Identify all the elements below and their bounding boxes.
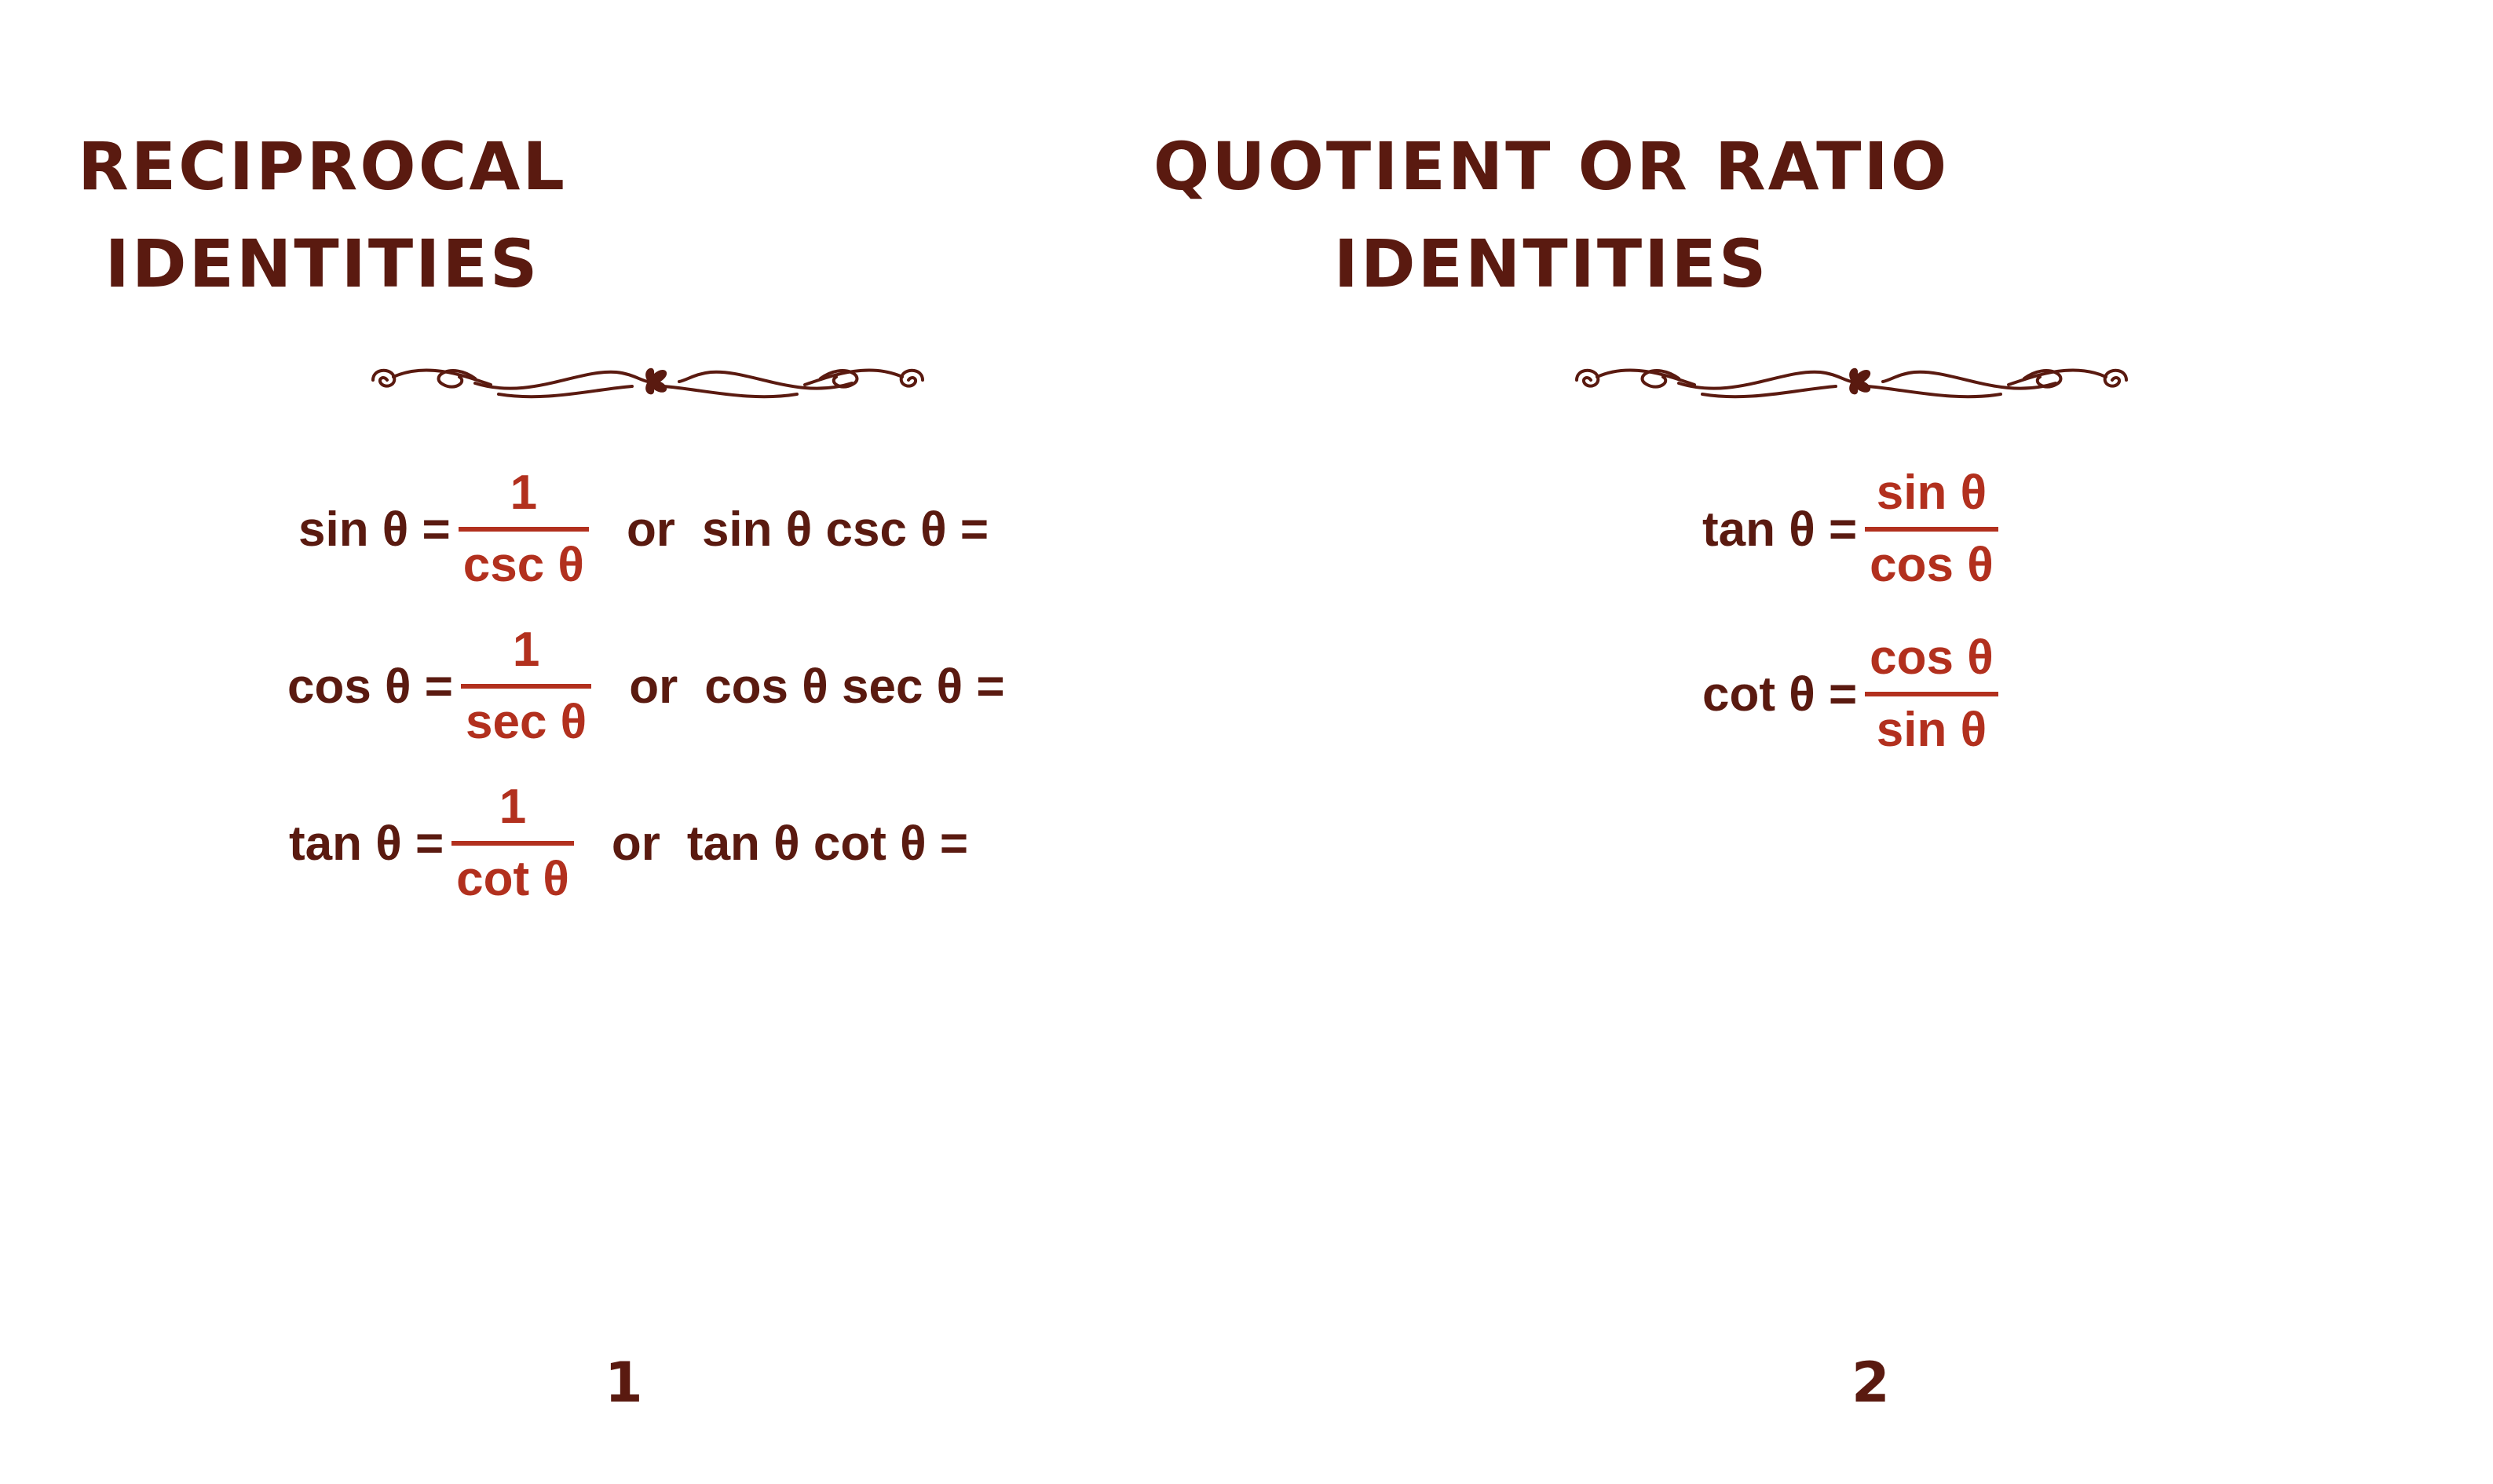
fraction-numerator: sin θ — [1876, 466, 1987, 520]
quotient-identity-row: tan θ = sin θ cos θ — [1702, 459, 2006, 599]
fraction-denominator: csc θ — [462, 538, 584, 592]
title-line-2: IDENTITIES — [104, 225, 540, 302]
fraction-numerator: 1 — [510, 466, 538, 520]
or-text: or — [611, 816, 660, 871]
fraction-bar — [1865, 692, 1998, 696]
fraction-bar — [1865, 527, 1998, 532]
identity-fraction: sin θ cos θ — [1865, 459, 1998, 599]
identity-lhs: cos θ = — [287, 659, 454, 714]
flourish-divider-icon — [1575, 367, 2128, 399]
fraction-denominator: sec θ — [466, 695, 587, 749]
flourish-divider-icon — [371, 367, 924, 399]
fraction-bar — [458, 527, 589, 532]
page-number: 2 — [1851, 1351, 1890, 1415]
fraction-denominator: sin θ — [1876, 703, 1987, 757]
fraction-numerator: 1 — [499, 780, 527, 834]
fraction-numerator: 1 — [512, 623, 540, 677]
title-line-2: IDENTITIES — [1333, 225, 1769, 302]
identity-lhs: tan θ = — [1702, 502, 1858, 557]
identity-lhs: tan θ = — [289, 816, 444, 871]
identity-fraction: 1 cot θ — [451, 773, 574, 913]
identity-rhs: tan θ cot θ = — [686, 816, 969, 871]
fraction-denominator: cos θ — [1870, 538, 1994, 592]
fraction-bar — [461, 684, 592, 689]
identity-fraction: cos θ sin θ — [1865, 624, 1998, 764]
title-line-1: QUOTIENT OR RATIO — [1153, 128, 1950, 205]
page-title: RECIPROCAL IDENTITIES — [0, 118, 945, 313]
reciprocal-identity-row: cos θ = 1 sec θ or cos θ sec θ = — [287, 616, 1005, 756]
quotient-identity-row: cot θ = cos θ sin θ — [1702, 624, 2006, 764]
reciprocal-identity-row: sin θ = 1 csc θ or sin θ csc θ = — [298, 459, 989, 599]
fraction-bar — [451, 841, 574, 846]
page-title: QUOTIENT OR RATIO IDENTITIES — [928, 118, 2174, 313]
identity-rhs: sin θ csc θ = — [701, 502, 989, 557]
identity-lhs: cot θ = — [1702, 667, 1858, 722]
fraction-numerator: cos θ — [1870, 631, 1994, 685]
identity-rhs: cos θ sec θ = — [704, 659, 1005, 714]
or-text: or — [629, 659, 678, 714]
or-text: or — [626, 502, 675, 557]
page-quotient-identities: QUOTIENT OR RATIO IDENTITIES tan θ = sin… — [1153, 0, 2493, 1484]
page-reciprocal-identities: RECIPROCAL IDENTITIES sin θ = 1 csc θ or… — [0, 0, 1246, 1484]
fraction-denominator: cot θ — [456, 852, 569, 906]
identity-fraction: 1 sec θ — [461, 616, 592, 756]
identity-lhs: sin θ = — [298, 502, 451, 557]
reciprocal-identity-row: tan θ = 1 cot θ or tan θ cot θ = — [289, 773, 968, 913]
page-number: 1 — [605, 1351, 643, 1415]
identity-fraction: 1 csc θ — [458, 459, 589, 599]
title-line-1: RECIPROCAL — [78, 128, 567, 205]
